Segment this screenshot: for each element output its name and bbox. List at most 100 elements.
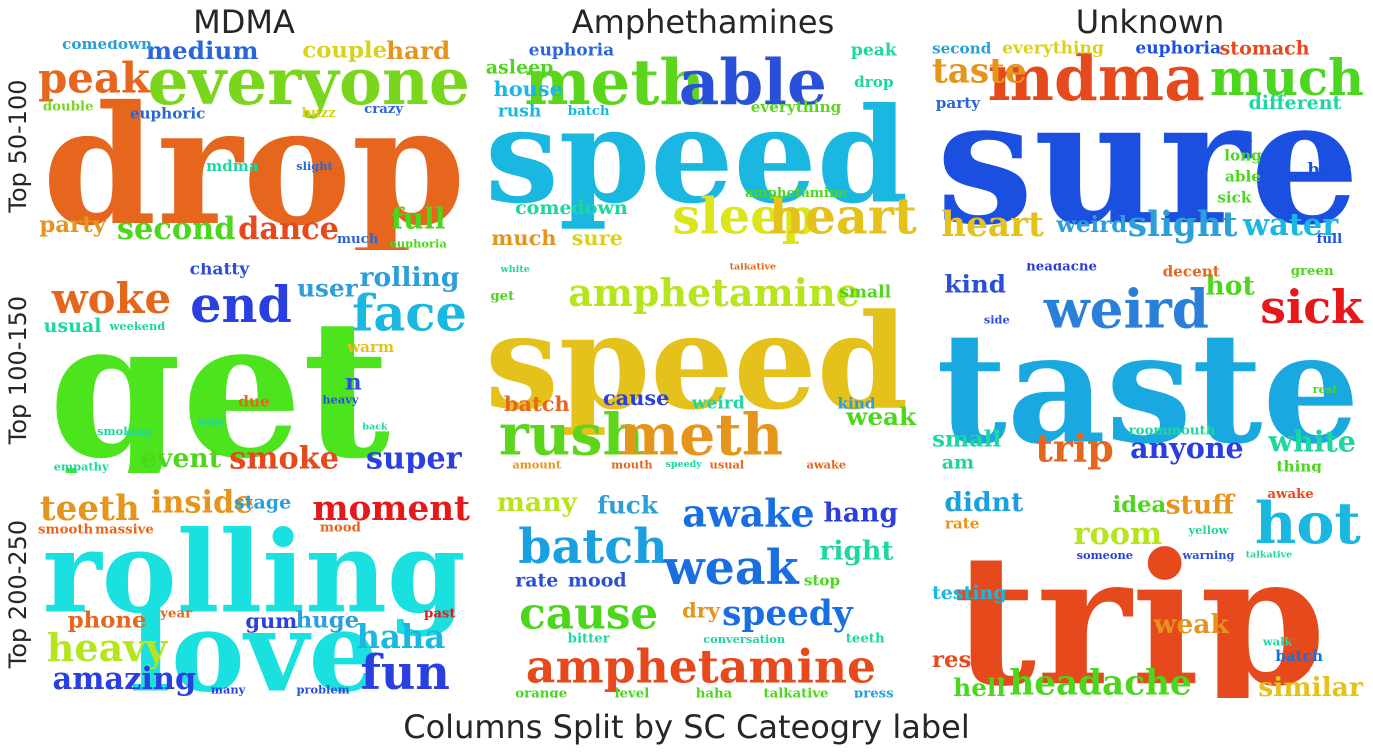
- word-usual: usual: [710, 458, 745, 472]
- word-slight: slight: [296, 159, 333, 173]
- word-full: full: [391, 202, 446, 236]
- word-amount: amount: [512, 458, 562, 472]
- word-kind: kind: [838, 395, 876, 413]
- wordcloud-amphethamines-top-200-250: amphetamine batch weak awake cause speedy many…: [485, 488, 917, 698]
- word-meth: meth: [619, 402, 783, 469]
- word-trip: trip: [1225, 133, 1253, 148]
- word-batch: batch: [568, 104, 610, 119]
- word-long: long: [1224, 147, 1262, 165]
- word-meth: meth: [524, 45, 705, 119]
- word-house: house: [494, 76, 563, 101]
- word-event: event: [140, 443, 222, 473]
- word-buzz: buzz: [302, 106, 337, 121]
- word-bitter: bitter: [568, 632, 611, 647]
- word-stomach: stomach: [1220, 40, 1310, 59]
- word-rush: rush: [499, 402, 644, 469]
- word-rate: rate: [945, 515, 980, 533]
- word-headache: headache: [1009, 663, 1191, 698]
- word-warning: warning: [1181, 548, 1234, 562]
- word-amazing: amazing: [53, 661, 197, 697]
- word-gum: gum: [245, 608, 297, 633]
- word-slight: slight: [1128, 205, 1238, 245]
- word-usual: usual: [44, 315, 102, 337]
- word-drop: drop: [854, 73, 894, 91]
- word-many: many: [211, 683, 246, 697]
- word-peak: peak: [851, 41, 898, 61]
- x-axis-label: Columns Split by SC Cateogry label: [403, 708, 970, 746]
- word-much: much: [337, 232, 379, 247]
- word-peak: peak: [38, 53, 151, 102]
- word-rate: rate: [515, 569, 558, 591]
- word-dry: dry: [682, 597, 721, 622]
- word-get: get: [490, 289, 515, 304]
- word-warm: warm: [346, 338, 394, 356]
- word-small: small: [839, 282, 891, 302]
- word-everyone: everyone: [148, 44, 470, 120]
- word-weak: weak: [1152, 609, 1229, 640]
- word-room: room: [1129, 424, 1168, 439]
- word-party: party: [936, 94, 981, 112]
- word-testing: testing: [932, 582, 1007, 604]
- word-n: n: [345, 370, 362, 396]
- word-cause: cause: [603, 385, 670, 410]
- word-double: double: [43, 100, 94, 115]
- word-chatty: chatty: [190, 263, 251, 279]
- word-hot: hot: [1255, 490, 1361, 557]
- word-batch: batch: [518, 519, 667, 575]
- word-am: am: [942, 452, 974, 474]
- word-buzz: buzz: [1308, 160, 1352, 180]
- word-rolling: rolling: [360, 263, 460, 293]
- word-amphetamine: amphetamine: [745, 186, 847, 201]
- column-title-amphethamines: Amphethamines: [571, 3, 835, 41]
- word-inside: inside: [151, 488, 254, 521]
- word-weak: weak: [663, 540, 800, 596]
- wordcloud-unknown-top-200-250: trip hot didnt idea stuff room rate weak hell hea…: [932, 488, 1364, 698]
- wordcloud-mdma-top-50-100: drop everyone peak medium couple hard comedown…: [38, 40, 470, 250]
- word-level: level: [615, 686, 650, 698]
- word-hot: hot: [1205, 271, 1255, 302]
- word-mdma: mdma: [206, 157, 259, 175]
- word-able: able: [679, 45, 827, 119]
- word-empathy: empathy: [54, 460, 109, 473]
- word-past: past: [424, 607, 456, 622]
- word-walk: walk: [1262, 634, 1294, 648]
- word-comedown: comedown: [62, 40, 152, 53]
- word-heart: heart: [941, 205, 1044, 245]
- word-able: able: [1225, 168, 1261, 186]
- word-woke: woke: [51, 274, 171, 323]
- word-sure: sure: [936, 60, 1359, 250]
- word-hell: hell: [953, 673, 1005, 698]
- word-full: full: [1317, 232, 1343, 247]
- word-awake: awake: [806, 458, 846, 472]
- word-weak: weak: [845, 402, 917, 431]
- word-huge: huge: [296, 607, 360, 633]
- word-trip: trip: [1035, 425, 1114, 470]
- wordcloud-mdma-top-200-250: rolling love teeth inside stage moment phone he…: [38, 488, 470, 698]
- row-label-top-50-100: Top 50-100: [4, 79, 32, 213]
- word-moment: moment: [312, 489, 470, 529]
- column-title-mdma: MDMA: [193, 3, 295, 41]
- word-party: party: [39, 212, 106, 238]
- word-different: different: [1248, 92, 1341, 114]
- word-rest: rest: [1313, 382, 1339, 396]
- word-heavy: heavy: [322, 393, 359, 407]
- word-white: white: [500, 264, 530, 275]
- word-comedown: comedown: [515, 197, 628, 219]
- word-sick: sick: [1260, 280, 1364, 334]
- word-kind: kind: [944, 270, 1006, 299]
- word-haha: haha: [198, 417, 224, 428]
- word-small: small: [932, 426, 1001, 452]
- word-orange: orange: [515, 686, 567, 698]
- word-haha: haha: [696, 686, 733, 698]
- word-smooth: smooth: [38, 523, 93, 538]
- word-smoke: smoke: [229, 440, 339, 473]
- word-fun: fun: [360, 645, 450, 698]
- word-rest: rest: [932, 647, 982, 673]
- word-talkative: talkative: [1246, 550, 1292, 561]
- word-mdma: mdma: [988, 41, 1205, 115]
